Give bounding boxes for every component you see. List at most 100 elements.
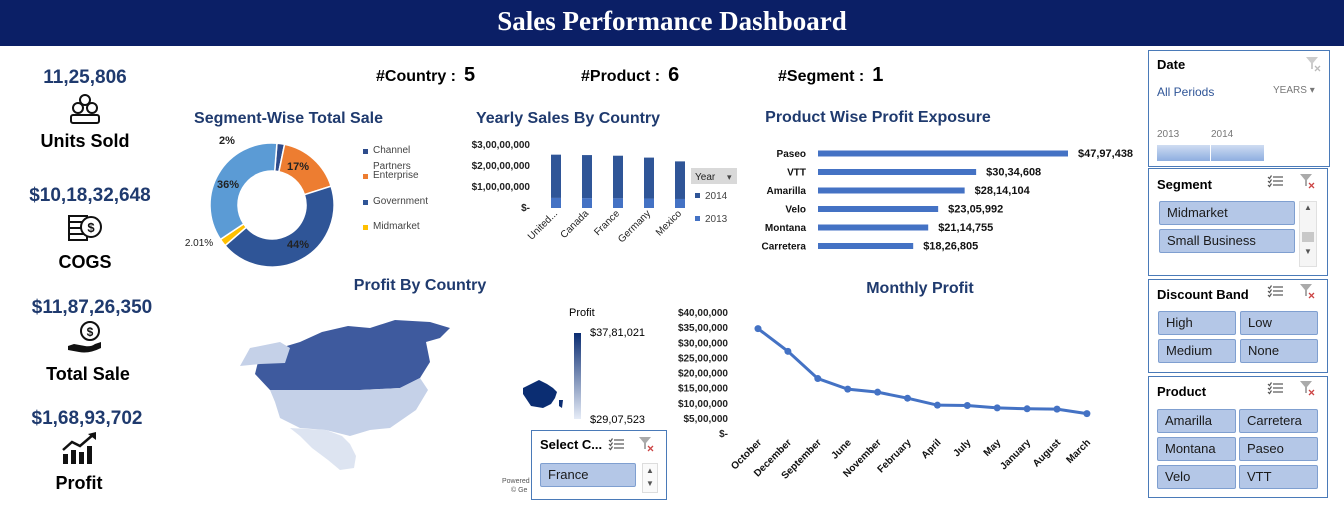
clear-filter-icon[interactable]	[1299, 173, 1315, 194]
monthly-profit-line	[757, 327, 1088, 416]
clear-filter-icon[interactable]	[1305, 56, 1321, 77]
product-item-montana[interactable]: Montana	[1157, 437, 1236, 461]
legend-label-cont: Partners	[373, 161, 411, 172]
monthly-x-label: July	[951, 437, 973, 459]
country-count-value: 5	[464, 64, 476, 86]
map-credit-copyright: © Ge	[511, 487, 528, 494]
map-credit: Powered	[502, 478, 530, 485]
multi-select-icon[interactable]	[1267, 284, 1283, 303]
donut-slice-small-business	[209, 142, 278, 241]
yearly-x-label: Canada	[559, 208, 592, 241]
discount-item-low[interactable]: Low	[1240, 311, 1318, 335]
timeline-bar-2014[interactable]	[1211, 145, 1264, 161]
bar-2013-3	[644, 198, 654, 208]
discount-band-title: Discount Band	[1157, 287, 1249, 302]
product-item-paseo[interactable]: Paseo	[1239, 437, 1318, 461]
cogs-label: COGS	[58, 252, 112, 272]
yearly-x-label: United...	[526, 208, 560, 242]
multi-select-icon[interactable]	[1267, 381, 1283, 400]
legend-swatch	[363, 149, 368, 154]
cash-stack-icon: $	[0, 210, 175, 249]
yearly-y-tick: $1,00,00,000	[472, 182, 531, 193]
select-country-scrollbar[interactable]: ▲ ▼	[642, 463, 658, 493]
total-sale-label: Total Sale	[46, 364, 130, 384]
clear-filter-icon[interactable]	[1299, 283, 1315, 304]
date-slicer-title: Date	[1157, 57, 1186, 72]
segment-scrollbar[interactable]: ▲ ▼	[1299, 201, 1317, 267]
monthly-y-tick: $30,00,000	[678, 338, 728, 349]
monthly-point-6	[933, 401, 941, 409]
segment-count: #Segment : 1	[778, 64, 883, 87]
usa-region	[270, 378, 428, 436]
yearly-x-label: Germany	[616, 208, 653, 245]
select-country-item-france[interactable]: France	[540, 463, 636, 487]
product-slicer-title: Product	[1157, 384, 1207, 399]
select-country-slicer: Select C... France ▲ ▼	[531, 430, 667, 500]
date-period-label[interactable]: All Periods	[1157, 85, 1215, 99]
legend-label-2013: 2013	[705, 214, 728, 225]
date-unit-dropdown[interactable]: YEARS ▾	[1273, 85, 1315, 96]
legend-label: Midmarket	[373, 221, 420, 232]
discount-item-none[interactable]: None	[1240, 339, 1318, 363]
monthly-point-7	[963, 401, 971, 409]
multi-select-icon[interactable]	[1267, 174, 1283, 193]
product-value-label: $21,14,755	[938, 222, 993, 234]
monthly-y-tick: $25,00,000	[678, 353, 728, 364]
monthly-point-1	[784, 347, 792, 355]
date-unit-label: YEARS	[1273, 85, 1307, 96]
monthly-point-8	[993, 404, 1001, 412]
product-bar-4	[818, 224, 929, 231]
monthly-point-5	[904, 394, 911, 402]
product-count-label: #Product :	[581, 68, 661, 85]
donut-slice-government	[224, 185, 335, 268]
total-sale-value: $11,87,26,350	[31, 297, 153, 318]
monthly-y-tick: $20,00,000	[678, 369, 728, 380]
segment-donut-chart: 2% 17% 44% 2.01% 36% Channel PartnersEnterpris…	[185, 135, 428, 268]
canada-region	[255, 320, 450, 390]
yearly-sales-title: Yearly Sales By Country	[475, 110, 661, 127]
growth-chart-icon	[0, 430, 170, 471]
country-count-label: #Country :	[376, 68, 456, 85]
product-item-amarilla[interactable]: Amarilla	[1157, 409, 1236, 433]
monthly-y-tick: $15,00,000	[678, 384, 728, 395]
bar-2013-4	[675, 198, 685, 208]
product-item-carretera[interactable]: Carretera	[1239, 409, 1318, 433]
year-legend-filter[interactable]: Year ▾	[691, 168, 737, 184]
product-y-label: Paseo	[777, 149, 806, 160]
header-bar	[0, 0, 1344, 46]
cogs-value: $10,18,32,648	[29, 185, 151, 206]
product-item-velo[interactable]: Velo	[1157, 465, 1236, 489]
clear-filter-icon[interactable]	[638, 436, 654, 457]
year-legend-title: Year	[695, 172, 716, 183]
product-y-label: Velo	[785, 205, 806, 216]
monthly-point-11	[1083, 410, 1091, 418]
map-title: Profit By Country	[353, 277, 487, 294]
date-slicer: Date All Periods YEARS ▾ 2013 2014	[1148, 50, 1330, 167]
product-value-label: $30,34,608	[986, 167, 1041, 179]
clear-filter-icon[interactable]	[1299, 380, 1315, 401]
product-slicer: Product Amarilla Carretera Montana Paseo…	[1148, 376, 1328, 498]
country-count: #Country : 5	[376, 64, 475, 87]
multi-select-icon[interactable]	[608, 437, 624, 456]
discount-item-medium[interactable]: Medium	[1158, 339, 1236, 363]
legend-swatch-2013	[695, 216, 700, 221]
discount-band-slicer: Discount Band High Low Medium None	[1148, 279, 1328, 373]
svg-text:$: $	[87, 220, 95, 235]
product-item-vtt[interactable]: VTT	[1239, 465, 1318, 489]
mexico-region	[290, 428, 356, 470]
product-y-label: VTT	[787, 168, 806, 179]
chevron-down-icon: ▾	[727, 172, 732, 182]
segment-item-small-business[interactable]: Small Business	[1159, 229, 1295, 253]
discount-item-high[interactable]: High	[1158, 311, 1236, 335]
product-bar-5	[818, 243, 914, 249]
units-sold-label: Units Sold	[40, 131, 130, 151]
yearly-x-label: France	[592, 208, 622, 238]
hand-coin-icon: $	[0, 320, 175, 361]
timeline-bar-2013[interactable]	[1157, 145, 1210, 161]
segment-item-midmarket[interactable]: Midmarket	[1159, 201, 1295, 225]
monthly-profit-chart: $40,00,000 $35,00,000 $30,00,000 $25,00,000…	[678, 308, 1093, 482]
bar-2013-1	[582, 198, 592, 208]
map-legend-title: Profit	[569, 307, 595, 319]
monthly-y-tick: $35,00,000	[678, 323, 728, 334]
product-value-label: $47,97,438	[1078, 148, 1133, 160]
